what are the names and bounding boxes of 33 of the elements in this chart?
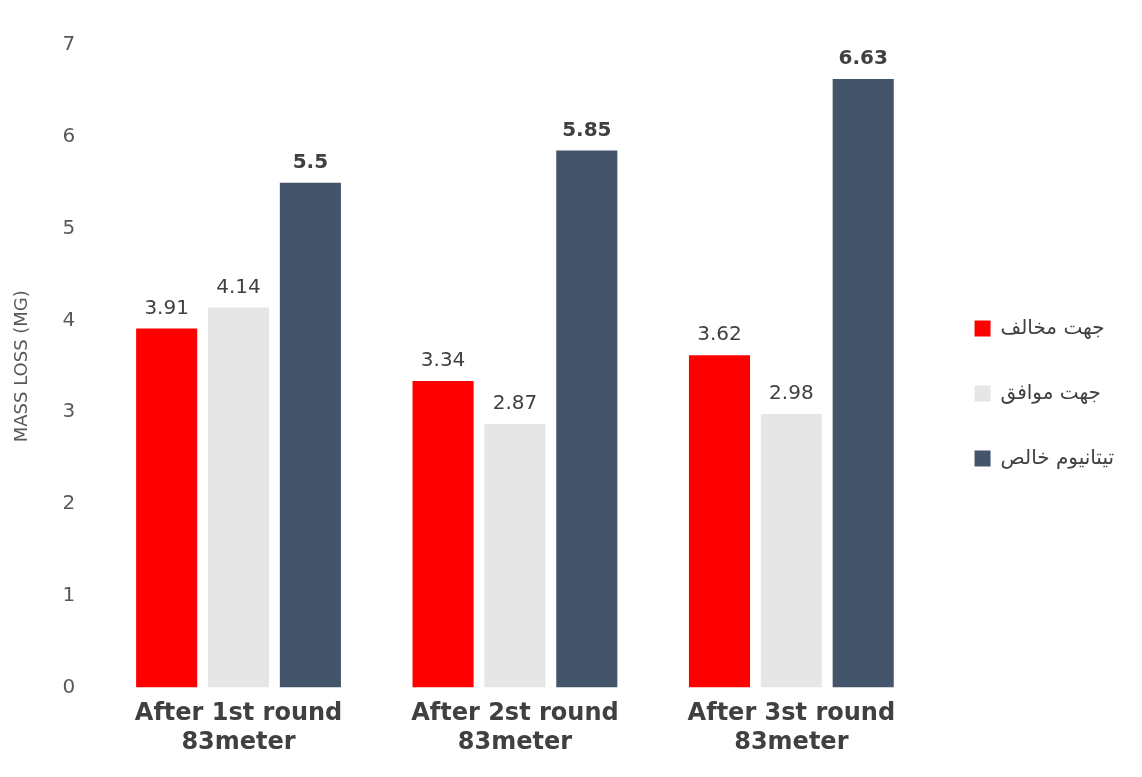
y-axis-title: MASS LOSS (MG) [10,290,32,443]
bar [207,307,270,688]
bar [136,328,198,688]
data-label: 3.91 [144,294,189,319]
x-tick-label: After 2st round 83meter [411,698,619,755]
y-tick-label: 0 [62,673,76,698]
x-tick-label: After 1st round 83meter [134,698,343,755]
data-label: 2.87 [492,390,538,415]
data-label: 5.85 [562,116,612,141]
bar [832,78,894,688]
y-tick-label: 5 [62,214,76,239]
data-label: 4.14 [216,273,261,298]
data-label: 2.98 [769,380,814,405]
bar [412,380,474,688]
x-tick-label: After 3st round 83meter [687,698,896,755]
legend-label: تیتانیوم خالص [1000,444,1115,469]
y-tick-label: 7 [62,31,76,56]
bar [556,150,618,688]
data-label: 5.5 [292,148,329,173]
y-tick-label: 6 [62,122,76,147]
y-tick-label: 3 [62,398,76,423]
legend-label: جهت موافق [1000,379,1101,404]
bar [760,413,822,688]
data-label: 3.62 [697,321,742,346]
bar [688,355,751,688]
legend-label: جهت مخالف [1000,314,1105,339]
y-tick-label: 2 [62,490,76,515]
y-tick-label: 4 [62,306,76,331]
data-label: 3.34 [420,347,466,372]
bar [484,424,546,688]
data-label: 6.63 [838,45,888,70]
y-tick-label: 1 [62,581,76,606]
bar [279,182,341,688]
